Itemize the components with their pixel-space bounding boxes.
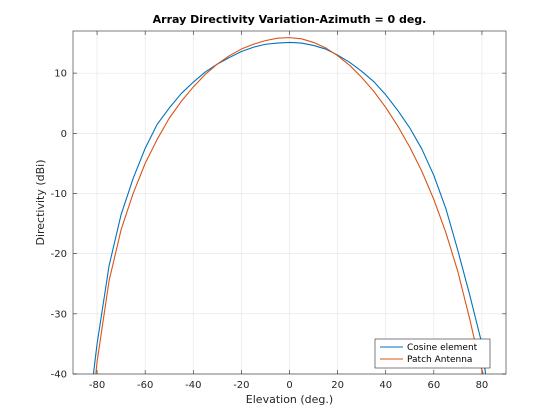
x-tick-label: 0 <box>286 380 292 391</box>
x-tick-label: 60 <box>427 380 440 391</box>
y-tick-label: 10 <box>54 69 67 80</box>
legend-label-patch: Patch Antenna <box>407 355 472 365</box>
x-tick-label: -60 <box>137 380 153 391</box>
y-tick-label: -20 <box>51 249 67 260</box>
x-tick-label: 40 <box>379 380 392 391</box>
series-layer <box>92 37 487 375</box>
x-tick-label: -40 <box>185 380 201 391</box>
y-tick-label: 0 <box>61 129 67 140</box>
y-tick-label: -30 <box>51 309 67 320</box>
legend-box <box>374 338 491 369</box>
y-tick-label: -10 <box>51 189 67 200</box>
legend: Cosine element Patch Antenna <box>374 338 491 369</box>
x-tick-label: 80 <box>476 380 489 391</box>
axis-ticks: -80 -60 -40 -20 0 20 40 60 80 -40 -30 -20 -10 0 10 <box>51 31 506 391</box>
series-line-patch <box>95 37 484 375</box>
y-axis-label: Directivity (dBi) <box>34 159 47 245</box>
legend-label-cosine: Cosine element <box>407 343 478 353</box>
x-tick-label: -20 <box>233 380 249 391</box>
x-tick-label: -80 <box>89 380 105 391</box>
x-axis-label: Elevation (deg.) <box>246 393 333 406</box>
y-tick-label: -40 <box>51 370 67 381</box>
x-tick-label: 20 <box>331 380 344 391</box>
chart-title: Array Directivity Variation-Azimuth = 0 … <box>153 13 427 26</box>
series-line-cosine <box>92 41 487 375</box>
grid-lines <box>73 31 506 375</box>
